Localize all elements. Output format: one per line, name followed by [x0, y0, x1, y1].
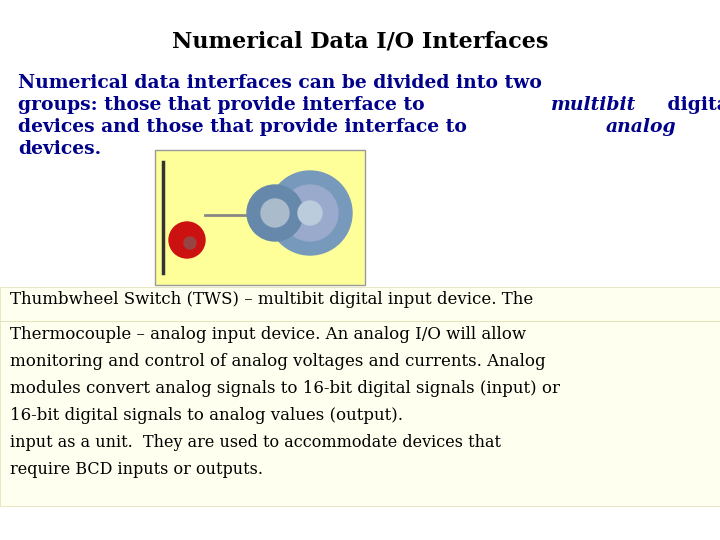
Text: Thermocouple – analog input device. An analog I/O will allow: Thermocouple – analog input device. An a…	[10, 326, 526, 343]
Circle shape	[247, 185, 303, 241]
Text: Thumbwheel Switch (TWS) – multibit digital input device. The: Thumbwheel Switch (TWS) – multibit digit…	[10, 291, 534, 308]
Circle shape	[184, 237, 196, 249]
Circle shape	[268, 171, 352, 255]
Circle shape	[298, 201, 322, 225]
Circle shape	[261, 199, 289, 227]
Text: require BCD inputs or outputs.: require BCD inputs or outputs.	[10, 461, 263, 478]
Text: input as a unit.  They are used to accommodate devices that: input as a unit. They are used to accomm…	[10, 434, 501, 451]
Circle shape	[282, 185, 338, 241]
Circle shape	[169, 222, 205, 258]
Text: monitoring and control of analog voltages and currents. Analog: monitoring and control of analog voltage…	[10, 353, 546, 370]
Text: Numerical data interfaces can be divided into two: Numerical data interfaces can be divided…	[18, 74, 542, 92]
FancyBboxPatch shape	[0, 287, 720, 321]
Text: 16-bit digital signals to analog values (output).: 16-bit digital signals to analog values …	[10, 407, 403, 424]
Text: groups: those that provide interface to: groups: those that provide interface to	[18, 96, 431, 114]
Text: Numerical Data I/O Interfaces: Numerical Data I/O Interfaces	[172, 30, 548, 52]
Text: multibit: multibit	[551, 96, 636, 114]
Text: analog: analog	[606, 118, 676, 136]
Text: devices and those that provide interface to: devices and those that provide interface…	[18, 118, 473, 136]
Text: digital: digital	[661, 96, 720, 114]
Text: devices.: devices.	[18, 140, 101, 158]
Text: modules convert analog signals to 16-bit digital signals (input) or: modules convert analog signals to 16-bit…	[10, 380, 560, 397]
FancyBboxPatch shape	[155, 150, 365, 285]
FancyBboxPatch shape	[0, 321, 720, 506]
